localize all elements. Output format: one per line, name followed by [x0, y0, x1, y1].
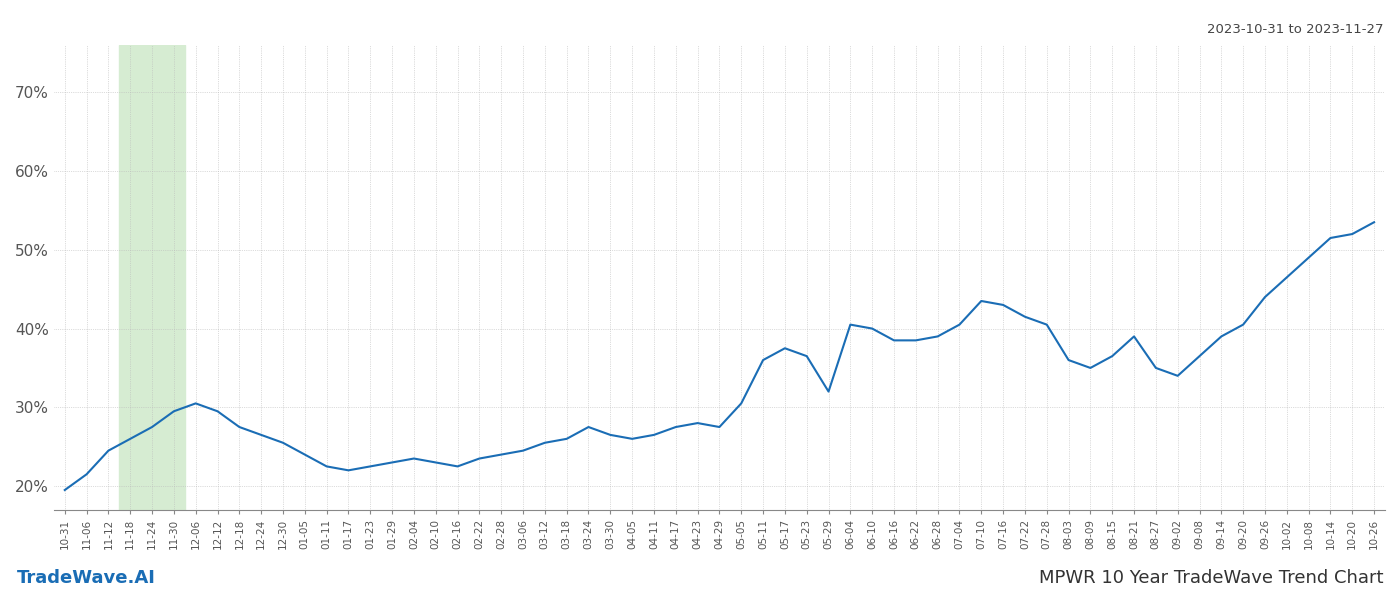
- Text: MPWR 10 Year TradeWave Trend Chart: MPWR 10 Year TradeWave Trend Chart: [1039, 569, 1383, 587]
- Bar: [119, 45, 185, 510]
- Text: 2023-10-31 to 2023-11-27: 2023-10-31 to 2023-11-27: [1207, 23, 1383, 36]
- Text: TradeWave.AI: TradeWave.AI: [17, 569, 155, 587]
